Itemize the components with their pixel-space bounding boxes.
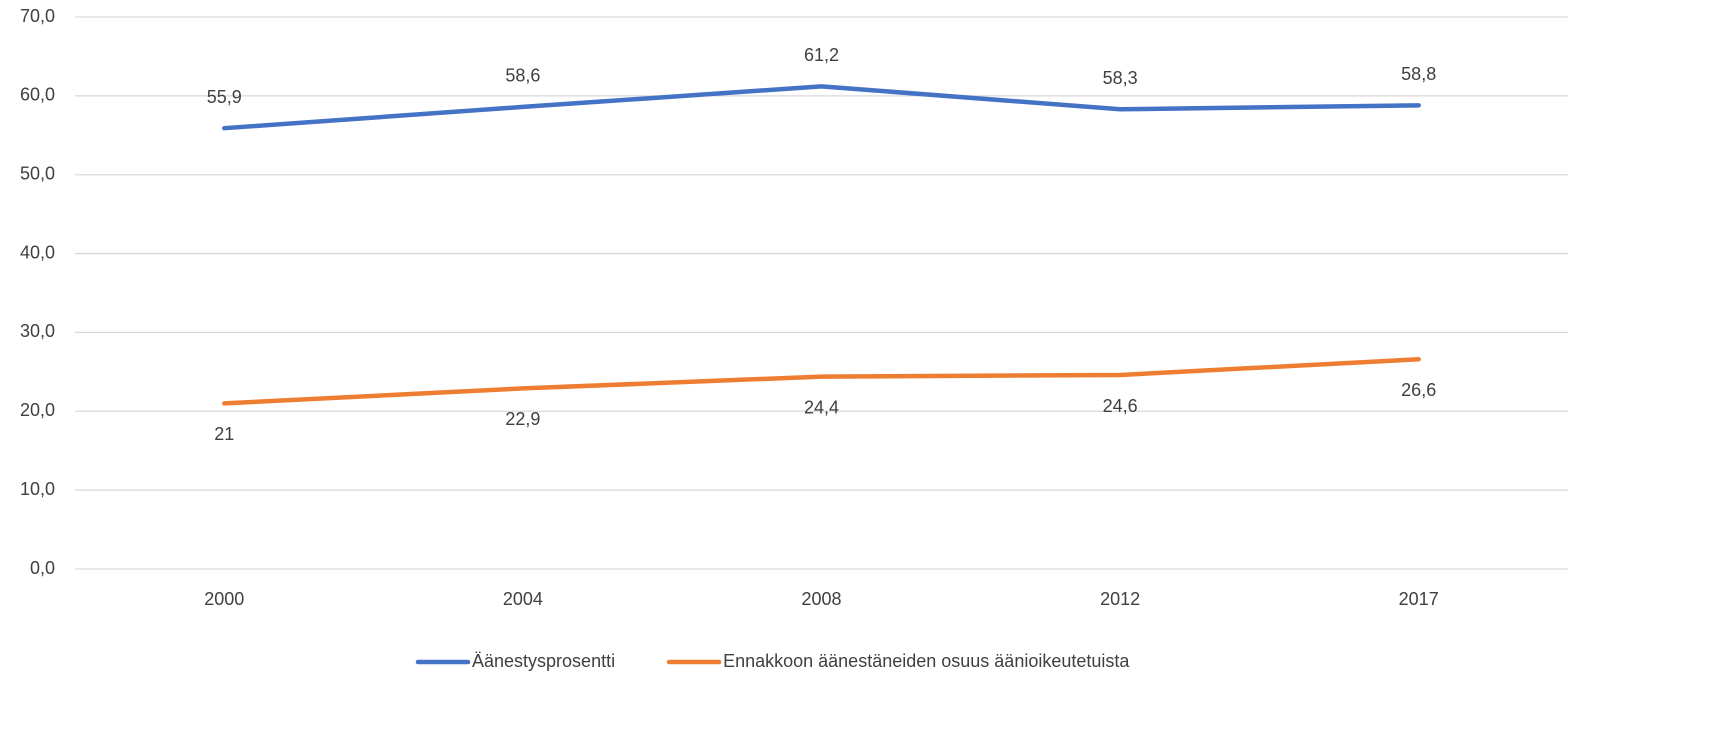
y-tick-label: 40,0: [20, 242, 55, 262]
legend-label: Äänestysprosentti: [472, 651, 615, 671]
y-tick-label: 50,0: [20, 163, 55, 183]
data-label: 26,6: [1401, 380, 1436, 400]
data-label: 58,8: [1401, 64, 1436, 84]
y-tick-label: 0,0: [30, 558, 55, 578]
y-tick-label: 70,0: [20, 6, 55, 26]
y-tick-label: 30,0: [20, 321, 55, 341]
data-label: 24,6: [1103, 396, 1138, 416]
data-label: 22,9: [505, 409, 540, 429]
data-label: 55,9: [207, 87, 242, 107]
x-tick-label: 2012: [1100, 589, 1140, 609]
data-label: 58,3: [1103, 68, 1138, 88]
y-tick-label: 20,0: [20, 400, 55, 420]
data-label: 58,6: [505, 66, 540, 86]
y-tick-label: 60,0: [20, 85, 55, 105]
data-label: 21: [214, 424, 234, 444]
x-tick-label: 2008: [801, 589, 841, 609]
series-line: [222, 356, 1421, 406]
series-line: [222, 84, 1421, 131]
x-tick-label: 2000: [204, 589, 244, 609]
legend-label: Ennakkoon äänestäneiden osuus äänioikeut…: [723, 651, 1130, 671]
data-label: 24,4: [804, 397, 839, 417]
y-tick-label: 10,0: [20, 479, 55, 499]
data-label: 61,2: [804, 45, 839, 65]
x-tick-label: 2004: [503, 589, 543, 609]
x-tick-label: 2017: [1399, 589, 1439, 609]
